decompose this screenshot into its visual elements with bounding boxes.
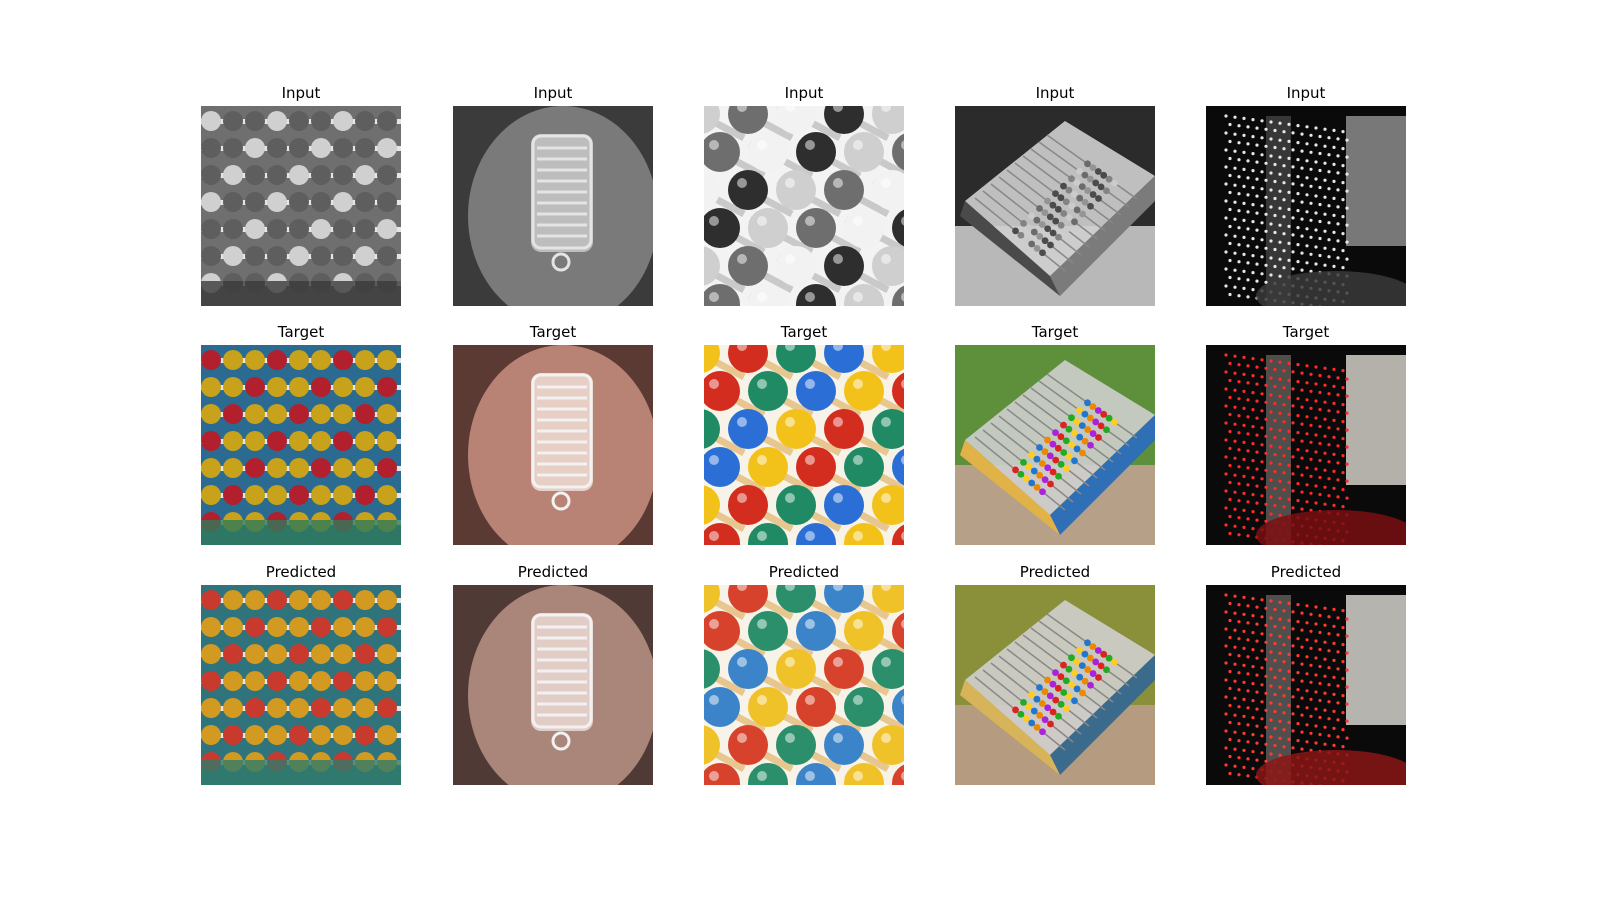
panel-title: Target xyxy=(955,323,1155,341)
light-installation-predicted-image xyxy=(1206,585,1406,785)
playground-abacus-gray-image xyxy=(201,106,401,306)
wooden-abacus-gray-image xyxy=(955,106,1155,306)
panel-title: Input xyxy=(704,84,904,102)
wooden-abacus-predicted-image xyxy=(955,585,1155,785)
panel-title: Input xyxy=(201,84,401,102)
fingernail-abacus-color-image xyxy=(453,345,653,545)
closeup-beads-gray-image xyxy=(704,106,904,306)
panel-title: Predicted xyxy=(1206,563,1406,581)
closeup-beads-color-image xyxy=(704,345,904,545)
panel-title: Input xyxy=(453,84,653,102)
panel-title: Input xyxy=(955,84,1155,102)
closeup-beads-predicted-image xyxy=(704,585,904,785)
wooden-abacus-color-image xyxy=(955,345,1155,545)
panel-title: Target xyxy=(1206,323,1406,341)
light-installation-color-image xyxy=(1206,345,1406,545)
fingernail-abacus-predicted-image xyxy=(453,585,653,785)
panel-title: Target xyxy=(201,323,401,341)
panel-title: Predicted xyxy=(201,563,401,581)
fingernail-abacus-gray-image xyxy=(453,106,653,306)
playground-abacus-predicted-image xyxy=(201,585,401,785)
light-installation-gray-image xyxy=(1206,106,1406,306)
panel-title: Predicted xyxy=(453,563,653,581)
panel-title: Input xyxy=(1206,84,1406,102)
panel-title: Target xyxy=(704,323,904,341)
playground-abacus-color-image xyxy=(201,345,401,545)
panel-title: Predicted xyxy=(704,563,904,581)
panel-title: Target xyxy=(453,323,653,341)
panel-title: Predicted xyxy=(955,563,1155,581)
